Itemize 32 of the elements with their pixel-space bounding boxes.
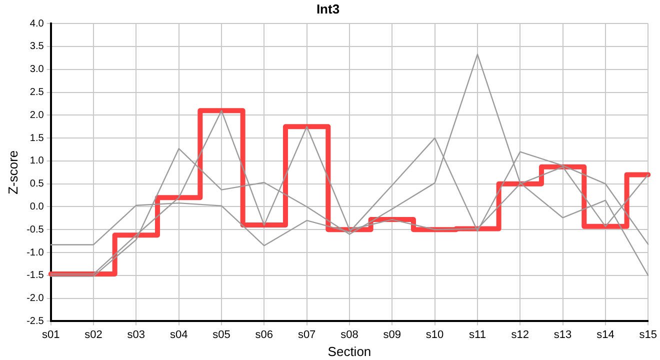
y-tick-label: -0.5	[26, 224, 44, 236]
x-tick-label: s05	[212, 328, 230, 341]
x-tick-label: s07	[298, 328, 316, 341]
x-tick-label: s08	[340, 328, 358, 341]
x-tick-label: s09	[383, 328, 402, 341]
chart-title: Int3	[316, 1, 340, 16]
y-tick-label: 4.0	[30, 18, 44, 30]
x-tick-label: s04	[170, 328, 188, 341]
x-tick-label: s02	[84, 328, 102, 341]
y-tick-label: 2.0	[30, 110, 44, 121]
y-tick-label: 0.0	[30, 201, 44, 212]
y-tick-label: -1.0	[26, 247, 44, 258]
x-tick-label: s15	[639, 328, 658, 341]
y-tick-label: -2.0	[26, 293, 44, 304]
x-tick-label: s13	[554, 328, 572, 341]
x-tick-label: s03	[127, 328, 146, 341]
y-tick-label: -2.5	[26, 316, 44, 327]
y-tick-label: -1.5	[26, 270, 44, 282]
x-tick-label: s12	[511, 328, 530, 341]
y-tick-label: 2.5	[30, 87, 44, 98]
x-tick-label: s01	[42, 328, 60, 341]
x-tick-label: s10	[426, 328, 444, 341]
x-axis-title: Section	[328, 344, 372, 359]
y-tick-label: 0.5	[30, 178, 44, 190]
y-axis-title: Z-score	[5, 150, 20, 194]
x-tick-label: s06	[255, 328, 274, 341]
x-tick-label: s11	[469, 328, 486, 341]
y-tick-label: 3.0	[30, 64, 44, 76]
y-tick-label: 1.0	[30, 156, 44, 167]
x-tick-label: s14	[596, 328, 614, 341]
y-tick-label: 1.5	[30, 132, 44, 144]
y-tick-label: 3.5	[30, 41, 44, 52]
